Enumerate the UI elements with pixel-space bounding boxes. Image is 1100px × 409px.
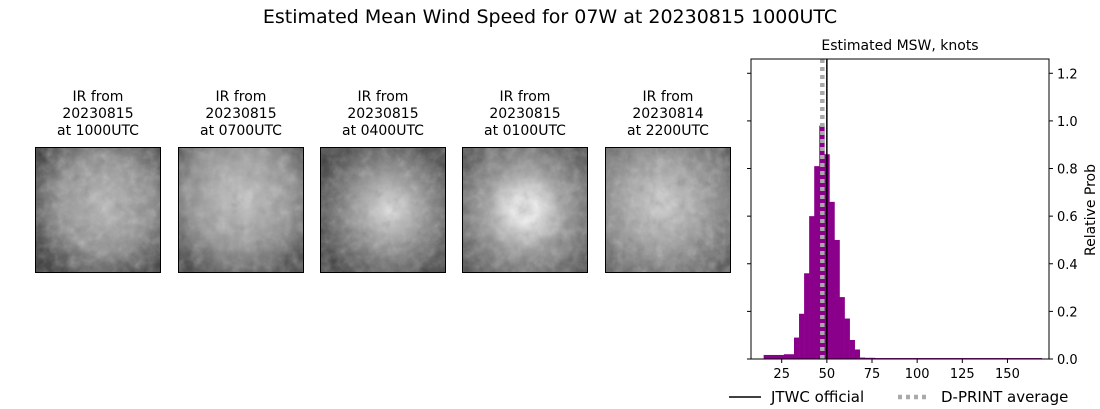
x-tick-label: 75: [864, 367, 881, 382]
legend: JTWC official D-PRINT average: [729, 388, 1068, 406]
ir-caption-time: at 2200UTC: [627, 123, 709, 139]
y-tick-label: 1.2: [1057, 67, 1078, 82]
y-tick-label: 0.4: [1057, 258, 1078, 273]
ir-image-2: [178, 147, 304, 273]
ir-caption: IR from 20230815 at 1000UTC: [15, 89, 181, 140]
histogram-bar: [799, 313, 805, 359]
chart-title: Estimated MSW, knots: [821, 38, 978, 54]
ir-caption-date: 20230815: [205, 106, 277, 122]
histogram-bar: [864, 357, 871, 359]
ir-caption-time: at 0400UTC: [342, 123, 424, 139]
ir-caption-time: at 0700UTC: [200, 123, 282, 139]
histogram-bar: [768, 354, 775, 359]
ir-caption-line1: IR from: [357, 89, 409, 105]
plot-frame: [750, 58, 1050, 360]
histogram-bar: [773, 354, 780, 359]
ir-caption: IR from 20230815 at 0700UTC: [158, 89, 324, 140]
histogram-bar: [804, 273, 810, 359]
histogram-bar: [809, 216, 815, 359]
histogram-bar: [854, 349, 861, 359]
histogram-bar: [829, 201, 835, 359]
histogram-bar: [778, 354, 785, 359]
x-tick-label: 50: [819, 367, 836, 382]
histogram-bar: [869, 357, 876, 359]
y-tick-label: 0.0: [1057, 353, 1078, 368]
ir-caption-line1: IR from: [499, 89, 551, 105]
histogram-bar: [834, 239, 840, 359]
figure-title: Estimated Mean Wind Speed for 07W at 202…: [262, 6, 838, 28]
histogram-bar: [844, 318, 850, 359]
y-axis-label: Relative Prob: [1083, 164, 1099, 256]
ir-image-5: [605, 147, 731, 273]
histogram-bar: [763, 354, 769, 359]
histogram-bar: [849, 339, 855, 359]
bars-layer: [763, 125, 1043, 360]
ir-caption-date: 20230815: [62, 106, 134, 122]
ir-caption-date: 20230814: [632, 106, 704, 122]
ir-caption: IR from 20230815 at 0100UTC: [442, 89, 608, 140]
histogram-bar: [783, 354, 790, 359]
ir-caption-time: at 0100UTC: [484, 123, 566, 139]
histogram-bar: [814, 166, 820, 359]
histogram-bar: [859, 357, 866, 359]
histogram-bar: [819, 125, 825, 360]
ir-image-1: [35, 147, 161, 273]
histogram-bar: [788, 354, 795, 359]
ir-image-3: [320, 147, 446, 273]
legend-jtwc-label: JTWC official: [770, 388, 864, 406]
ir-caption: IR from 20230814 at 2200UTC: [585, 89, 751, 140]
ir-image-4: [462, 147, 588, 273]
ticks-layer: 25 50 75 100 125 150 0.0 0.2 0.4 0.6 0.8 1.0 1.2: [747, 67, 1078, 382]
x-tick-label: 100: [905, 367, 930, 382]
ir-caption-date: 20230815: [489, 106, 561, 122]
y-tick-label: 0.6: [1057, 210, 1078, 225]
histogram-bar: [793, 337, 800, 359]
y-tick-label: 0.8: [1057, 163, 1078, 178]
histogram-bar: [839, 297, 845, 359]
legend-dprint-label: D-PRINT average: [941, 388, 1068, 406]
x-tick-label: 125: [950, 367, 975, 382]
ir-caption-line1: IR from: [72, 89, 124, 105]
ir-caption-line1: IR from: [215, 89, 267, 105]
ir-caption-line1: IR from: [642, 89, 694, 105]
ir-caption-time: at 1000UTC: [57, 123, 139, 139]
x-tick-label: 150: [995, 367, 1020, 382]
ir-caption: IR from 20230815 at 0400UTC: [300, 89, 466, 140]
ir-caption-date: 20230815: [347, 106, 419, 122]
y-tick-label: 1.0: [1057, 115, 1078, 130]
x-tick-label: 25: [773, 367, 790, 382]
y-tick-label: 0.2: [1057, 305, 1078, 320]
